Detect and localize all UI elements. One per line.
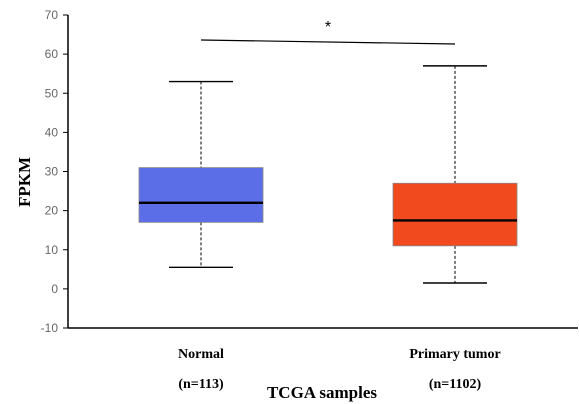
count-label: (n=113): [178, 377, 224, 392]
boxes: Normal (n=113) Primary tumor (n=1102): [138, 65, 518, 392]
y-tick-label: 50: [45, 86, 59, 100]
significance-bracket: [200, 39, 456, 45]
iqr-box: [392, 182, 518, 247]
x-axis-title: TCGA samples: [267, 383, 377, 402]
box-normal: Normal (n=113): [138, 80, 264, 392]
iqr-box: [138, 167, 264, 223]
significance-star: *: [325, 19, 331, 36]
count-label: (n=1102): [429, 377, 482, 392]
y-tick-label: 10: [45, 243, 59, 257]
axis-labels: FPKM TCGA samples: [15, 157, 377, 402]
y-tick-label: 40: [45, 125, 59, 139]
significance-annotation: *: [200, 19, 456, 45]
y-tick-label: 60: [45, 47, 59, 61]
y-tick-label: 0: [51, 282, 58, 296]
category-label: Normal: [178, 347, 224, 362]
y-tick-label: 70: [45, 8, 59, 22]
y-tick-label: 20: [45, 204, 59, 218]
box-primary-tumor: Primary tumor (n=1102): [392, 65, 518, 392]
y-axis-title: FPKM: [15, 157, 34, 207]
category-label: Primary tumor: [409, 347, 500, 362]
axes: -10 0 10 20 30 40 50 60 70: [41, 8, 578, 335]
y-tick-label: 30: [45, 165, 59, 179]
y-tick-label: -10: [41, 321, 59, 335]
